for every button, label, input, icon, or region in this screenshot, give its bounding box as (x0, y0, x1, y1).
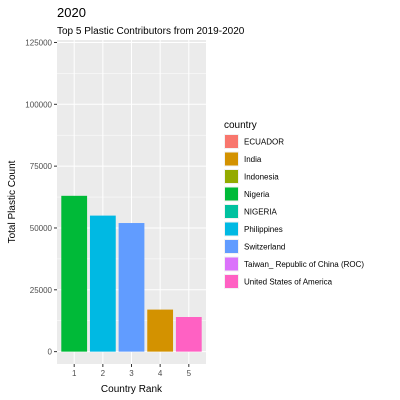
legend-key (225, 187, 238, 201)
legend-title: country (224, 120, 257, 131)
y-tick-label: 0 (48, 348, 53, 357)
bar-5 (175, 317, 202, 352)
legend-key (225, 222, 238, 236)
legend-key (225, 152, 238, 166)
legend-label: India (244, 155, 262, 164)
bar-3 (118, 223, 145, 352)
x-tick-label: 4 (158, 369, 163, 378)
chart-title: 2020 (57, 5, 86, 20)
bar-4 (147, 309, 174, 352)
chart-subtitle: Top 5 Plastic Contributors from 2019-202… (57, 26, 245, 37)
legend-label: ECUADOR (244, 138, 284, 147)
legend-label: Switzerland (244, 243, 285, 252)
legend-label: Philippines (244, 225, 283, 234)
legend-label: Indonesia (244, 173, 279, 182)
legend-key (225, 275, 238, 288)
y-tick-label: 125000 (25, 38, 52, 47)
legend-key (225, 170, 238, 183)
x-tick-label: 5 (187, 369, 192, 378)
y-tick-label: 100000 (25, 100, 52, 109)
x-tick-label: 2 (101, 369, 106, 378)
y-tick-label: 50000 (30, 224, 53, 233)
y-tick-label: 75000 (30, 162, 53, 171)
x-axis-title: Country Rank (101, 384, 163, 395)
bar-1 (61, 195, 88, 352)
legend-label: Taiwan_ Republic of China (ROC) (244, 260, 364, 269)
legend-label: Nigeria (244, 190, 270, 199)
legend: country ECUADOR India Indonesia Nigeria NIGE… (224, 120, 364, 289)
legend-label: NIGERIA (244, 208, 278, 217)
plot-area: 0 25000 50000 75000 100000 125000 1 2 3 4 5 (25, 38, 206, 378)
y-tick-label: 25000 (30, 286, 53, 295)
legend-key (225, 240, 238, 253)
legend-label: United States of America (244, 278, 333, 287)
x-tick-label: 3 (129, 369, 134, 378)
y-axis-title: Total Plastic Count (7, 160, 18, 243)
x-tick-label: 1 (72, 369, 77, 378)
legend-key (225, 205, 238, 218)
bar-2 (89, 215, 116, 352)
legend-key (225, 257, 238, 271)
legend-key (225, 135, 238, 148)
